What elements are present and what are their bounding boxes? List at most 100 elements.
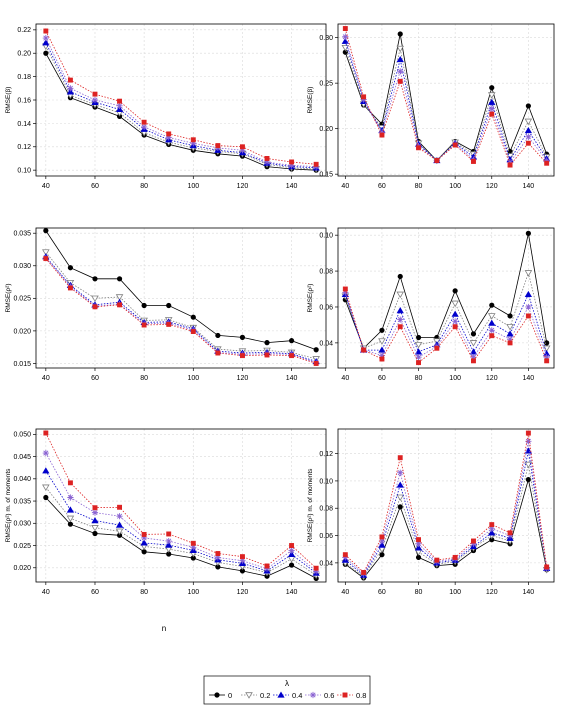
legend-marker: [277, 691, 285, 698]
y-axis-label: RMSE(ρ²): [5, 284, 12, 313]
data-point: [342, 286, 348, 292]
data-point: [190, 140, 197, 147]
x-tick-label: 100: [187, 589, 199, 596]
y-tick-label: 0.04: [319, 340, 333, 347]
data-point: [361, 569, 367, 575]
data-point: [239, 557, 246, 564]
legend-marker: [342, 692, 348, 698]
plot-frame: [337, 227, 555, 369]
x-tick-label: 100: [449, 589, 461, 596]
series-0: [43, 228, 319, 353]
data-point: [543, 157, 550, 164]
chart-panel-1: 40 60 80 100 120 140 0.10 0.12 0.14 0.16 0.18 0.20 0…: [5, 23, 327, 190]
data-point: [396, 494, 405, 502]
data-point: [66, 506, 75, 513]
data-point: [452, 142, 458, 148]
x-tick-label: 100: [449, 183, 461, 190]
data-point: [452, 554, 458, 560]
data-point: [544, 358, 550, 364]
data-point: [239, 147, 246, 154]
data-point: [488, 105, 495, 112]
data-point: [469, 340, 478, 347]
data-point: [525, 430, 531, 436]
data-point: [506, 323, 514, 331]
series-0.8: [43, 256, 319, 366]
data-point: [91, 509, 99, 516]
data-point: [342, 33, 349, 40]
data-point: [470, 331, 477, 337]
legend-marker: [309, 691, 317, 699]
data-point: [92, 276, 98, 282]
data-point: [396, 55, 404, 63]
x-tick-label: 120: [486, 183, 498, 190]
series-line: [45, 258, 317, 364]
data-point: [379, 327, 385, 333]
legend-label: 0.2: [260, 691, 270, 700]
data-point: [117, 302, 123, 308]
data-point: [379, 132, 385, 138]
legend-item: 0.8: [337, 691, 366, 700]
x-tick-label: 80: [140, 589, 148, 596]
series-0.8: [43, 430, 319, 571]
y-tick-label: 0.10: [319, 233, 333, 240]
data-point: [67, 285, 73, 291]
y-tick-label: 0.10: [17, 168, 31, 175]
x-tick-label: 80: [415, 589, 423, 596]
data-point: [264, 563, 270, 569]
panels: 40 60 80 100 120 140 0.10 0.12 0.14 0.16 0.18 0.20 0…: [5, 23, 555, 596]
data-point: [451, 300, 459, 308]
x-tick-label: 80: [415, 375, 423, 382]
x-tick-label: 120: [237, 589, 249, 596]
data-point: [263, 565, 271, 572]
x-tick-label: 140: [523, 589, 535, 596]
data-point: [506, 336, 514, 343]
data-point: [313, 568, 320, 575]
data-point: [67, 77, 73, 83]
data-point: [525, 438, 532, 445]
data-point: [489, 85, 495, 91]
data-point: [190, 329, 196, 334]
series-line: [344, 47, 548, 162]
data-point: [396, 307, 404, 314]
data-point: [289, 543, 295, 548]
data-point: [507, 162, 513, 168]
data-point: [489, 111, 495, 117]
data-point: [215, 551, 221, 556]
x-tick-label: 40: [341, 375, 349, 382]
x-tick-label: 80: [415, 183, 423, 190]
data-point: [379, 534, 385, 540]
data-point: [66, 88, 75, 95]
data-point: [507, 340, 513, 346]
series-line: [344, 292, 548, 358]
data-point: [141, 531, 147, 537]
data-point: [91, 517, 99, 524]
data-point: [544, 564, 550, 570]
data-point: [115, 521, 124, 528]
series-line: [45, 497, 317, 579]
data-point: [342, 554, 349, 561]
data-point: [342, 552, 348, 558]
data-point: [434, 557, 440, 563]
data-point: [288, 562, 295, 568]
legend-marker: [245, 692, 253, 699]
data-point: [313, 161, 319, 167]
data-point: [166, 321, 172, 327]
data-point: [342, 26, 348, 32]
y-tick-label: 0.10: [319, 478, 333, 485]
data-point: [239, 334, 246, 340]
x-tick-label: 100: [187, 375, 199, 382]
data-point: [263, 158, 271, 166]
data-point: [452, 324, 458, 330]
data-point: [525, 313, 531, 319]
y-tick-label: 0.035: [13, 498, 31, 505]
data-point: [43, 228, 49, 234]
data-point: [488, 319, 496, 326]
x-tick-label: 120: [486, 589, 498, 596]
legend-item: 0: [209, 691, 232, 700]
data-point: [489, 522, 495, 528]
data-point: [313, 565, 319, 571]
data-point: [471, 358, 476, 364]
data-point: [397, 68, 404, 75]
series-line: [344, 233, 548, 350]
